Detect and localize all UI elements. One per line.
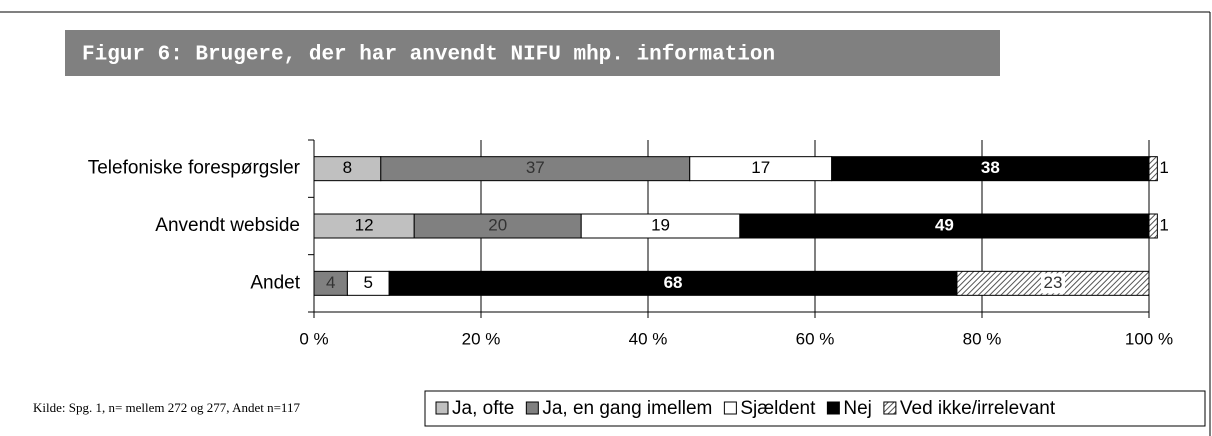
x-tick-label: 60 % bbox=[796, 329, 835, 348]
legend-label: Ja, en gang imellem bbox=[542, 398, 712, 419]
x-tick-label: 100 % bbox=[1125, 329, 1173, 348]
data-label: 1 bbox=[1159, 215, 1168, 234]
data-label: 37 bbox=[526, 158, 545, 177]
bar-segment bbox=[1148, 156, 1158, 182]
data-label: 17 bbox=[751, 158, 770, 177]
bar-segment bbox=[313, 156, 382, 182]
data-label: 1 bbox=[1159, 158, 1168, 177]
legend-label: Nej bbox=[843, 398, 872, 419]
bar-segment bbox=[831, 156, 1150, 182]
legend-label: Ved ikke/irrelevant bbox=[900, 398, 1056, 419]
y-tick-label: Telefoniske forespørgsler bbox=[88, 158, 301, 179]
data-label: 8 bbox=[343, 158, 352, 177]
y-tick-label: Anvendt webside bbox=[155, 215, 300, 236]
data-label-bg bbox=[1040, 273, 1065, 294]
legend-swatch bbox=[723, 401, 737, 415]
bar-segment bbox=[580, 213, 741, 239]
bar-segment bbox=[739, 213, 1150, 239]
chart-title: Figur 6: Brugere, der har anvendt NIFU m… bbox=[82, 44, 775, 67]
data-label: 49 bbox=[935, 215, 954, 234]
legend bbox=[424, 390, 1206, 427]
x-tick-label: 0 % bbox=[299, 329, 328, 348]
legend-swatch bbox=[883, 401, 897, 415]
legend-swatch bbox=[435, 401, 449, 415]
data-label: 19 bbox=[651, 215, 670, 234]
bar-segment bbox=[313, 213, 415, 239]
bar-segment bbox=[689, 156, 833, 182]
bar-segment bbox=[388, 270, 958, 296]
legend-swatch bbox=[826, 401, 840, 415]
bar-segment bbox=[346, 270, 390, 296]
data-label: 68 bbox=[664, 273, 683, 292]
data-label: 38 bbox=[981, 158, 1000, 177]
x-tick-label: 40 % bbox=[629, 329, 668, 348]
data-label: 4 bbox=[326, 273, 335, 292]
data-label: 23 bbox=[1044, 273, 1063, 292]
legend-label: Sjældent bbox=[740, 398, 816, 419]
data-label: 12 bbox=[355, 215, 374, 234]
bar-segment bbox=[413, 213, 582, 239]
data-label: 20 bbox=[488, 215, 507, 234]
y-tick-label: Andet bbox=[250, 272, 300, 293]
data-label: 5 bbox=[364, 273, 373, 292]
bar-segment bbox=[380, 156, 691, 182]
x-tick-label: 20 % bbox=[462, 329, 501, 348]
legend-label: Ja, ofte bbox=[452, 398, 514, 419]
bar-segment bbox=[1148, 213, 1158, 239]
x-tick-label: 80 % bbox=[963, 329, 1002, 348]
legend-swatch bbox=[525, 401, 539, 415]
source-note: Kilde: Spg. 1, n= mellem 272 og 277, And… bbox=[33, 400, 300, 415]
title-box bbox=[65, 30, 1000, 76]
